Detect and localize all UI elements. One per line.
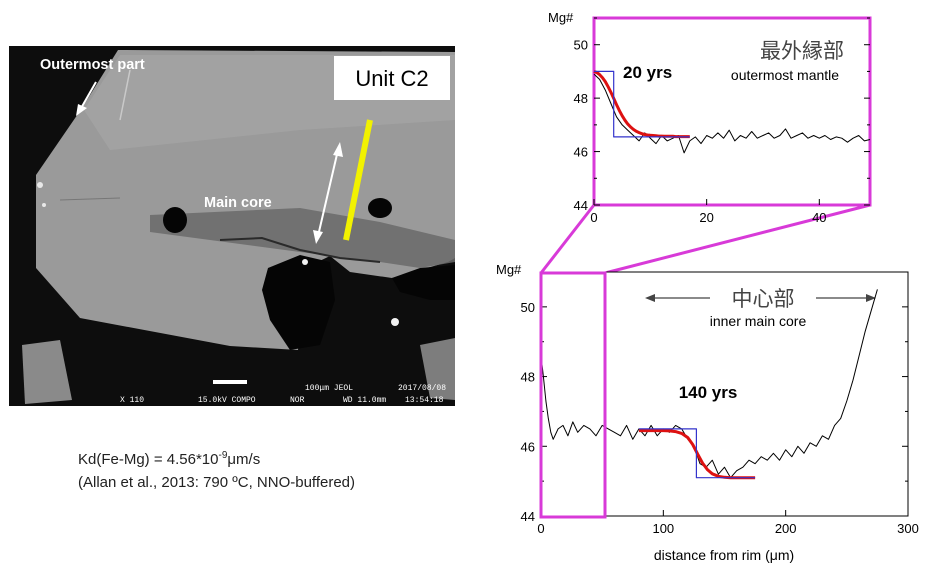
bright-speck: [302, 259, 308, 265]
zoom-connector: [539, 204, 596, 274]
top-y-axis-label: Mg#: [548, 10, 574, 25]
kd-exponent: -9: [218, 450, 228, 461]
y-tick-label: 48: [521, 370, 535, 385]
zoom-region-box: [539, 271, 607, 519]
x-tick-label: 20: [699, 210, 713, 225]
y-tick-label: 44: [521, 509, 535, 524]
x-tick-label: 40: [812, 210, 826, 225]
sem-mode: NOR: [290, 396, 305, 405]
bottom-title-arrowhead-left: [645, 294, 655, 302]
embayment: [262, 255, 335, 350]
sem-wd: WD 11.0mm: [343, 396, 386, 405]
crack: [59, 197, 121, 201]
bottom-title-en: inner main core: [710, 313, 807, 329]
outermost-arrowhead: [76, 104, 87, 116]
melt-inclusion: [163, 207, 187, 233]
bottom-y-axis-label: Mg#: [496, 262, 522, 277]
x-tick-label: 0: [537, 521, 544, 536]
top-chart: Mg# 最外縁部 outermost mantle 20 yrs 44 46 48 5…: [548, 10, 872, 225]
y-tick-label: 44: [574, 198, 588, 213]
top-series-measured: [593, 73, 871, 154]
sem-voltage: 15.0kV COMPO: [198, 396, 256, 405]
unit-label-box: [334, 56, 450, 100]
kd-line-1: Kd(Fe-Mg) = 4.56*10-9μm/s: [78, 444, 355, 471]
kd-prefix: Kd(Fe-Mg) = 4.56*10: [78, 451, 219, 468]
bright-speck: [391, 318, 399, 326]
x-tick-label: 0: [590, 210, 597, 225]
core-double-arrow: [317, 149, 339, 237]
sem-time: 13:54:18: [405, 396, 444, 405]
crystal-fragment: [420, 338, 455, 400]
sem-magnification: X 110: [120, 396, 144, 405]
kd-note: Kd(Fe-Mg) = 4.56*10-9μm/s (Allan et al.,…: [78, 444, 355, 494]
bottom-annotation: 140 yrs: [679, 383, 738, 402]
x-tick-label: 200: [775, 521, 797, 536]
top-series-initial: [594, 70, 690, 138]
melt-inclusion: [368, 198, 392, 218]
bright-speck: [42, 203, 46, 207]
core-arrowhead-bottom: [313, 230, 323, 244]
crystal-fragment: [22, 340, 72, 404]
y-tick-label: 46: [521, 439, 535, 454]
bottom-x-axis-label: distance from rim (μm): [654, 547, 794, 563]
core-band: [150, 208, 455, 268]
x-tick-label: 300: [897, 521, 919, 536]
embayment: [392, 265, 455, 300]
scale-bar: [213, 380, 247, 384]
profile-line: [343, 119, 373, 241]
x-tick-label: 100: [652, 521, 674, 536]
sem-date: 2017/08/08: [398, 384, 446, 393]
crack: [219, 236, 381, 263]
bottom-chart: Mg# distance from rim (μm) 中心部 inner mai…: [496, 262, 919, 563]
kd-suffix: μm/s: [227, 451, 261, 468]
zoom-connector: [604, 203, 871, 275]
bottom-title-arrowhead-right: [866, 294, 876, 302]
top-title-jp: 最外縁部: [760, 39, 844, 63]
outermost-arrow: [79, 81, 97, 111]
y-tick-label: 50: [521, 300, 535, 315]
crack: [119, 69, 131, 121]
y-tick-label: 48: [574, 91, 588, 106]
unit-label: Unit C2: [355, 66, 428, 91]
y-tick-label: 46: [574, 145, 588, 160]
bottom-title-jp: 中心部: [732, 287, 795, 311]
kd-line-2: (Allan et al., 2013: 790 ºC, NNO-buffere…: [78, 474, 356, 491]
main-core-label: Main core: [204, 195, 272, 211]
y-tick-label: 50: [574, 38, 588, 53]
core-arrowhead-top: [333, 142, 343, 157]
sem-scale: 100μm JEOL: [305, 384, 353, 393]
top-annotation: 20 yrs: [623, 63, 672, 82]
top-title-en: outermost mantle: [731, 67, 839, 83]
bottom-plot-frame: [540, 271, 909, 517]
outermost-label: Outermost part: [40, 57, 145, 73]
bright-speck: [37, 182, 43, 188]
top-plot-frame: [592, 16, 872, 207]
bottom-series-initial: [638, 428, 756, 479]
